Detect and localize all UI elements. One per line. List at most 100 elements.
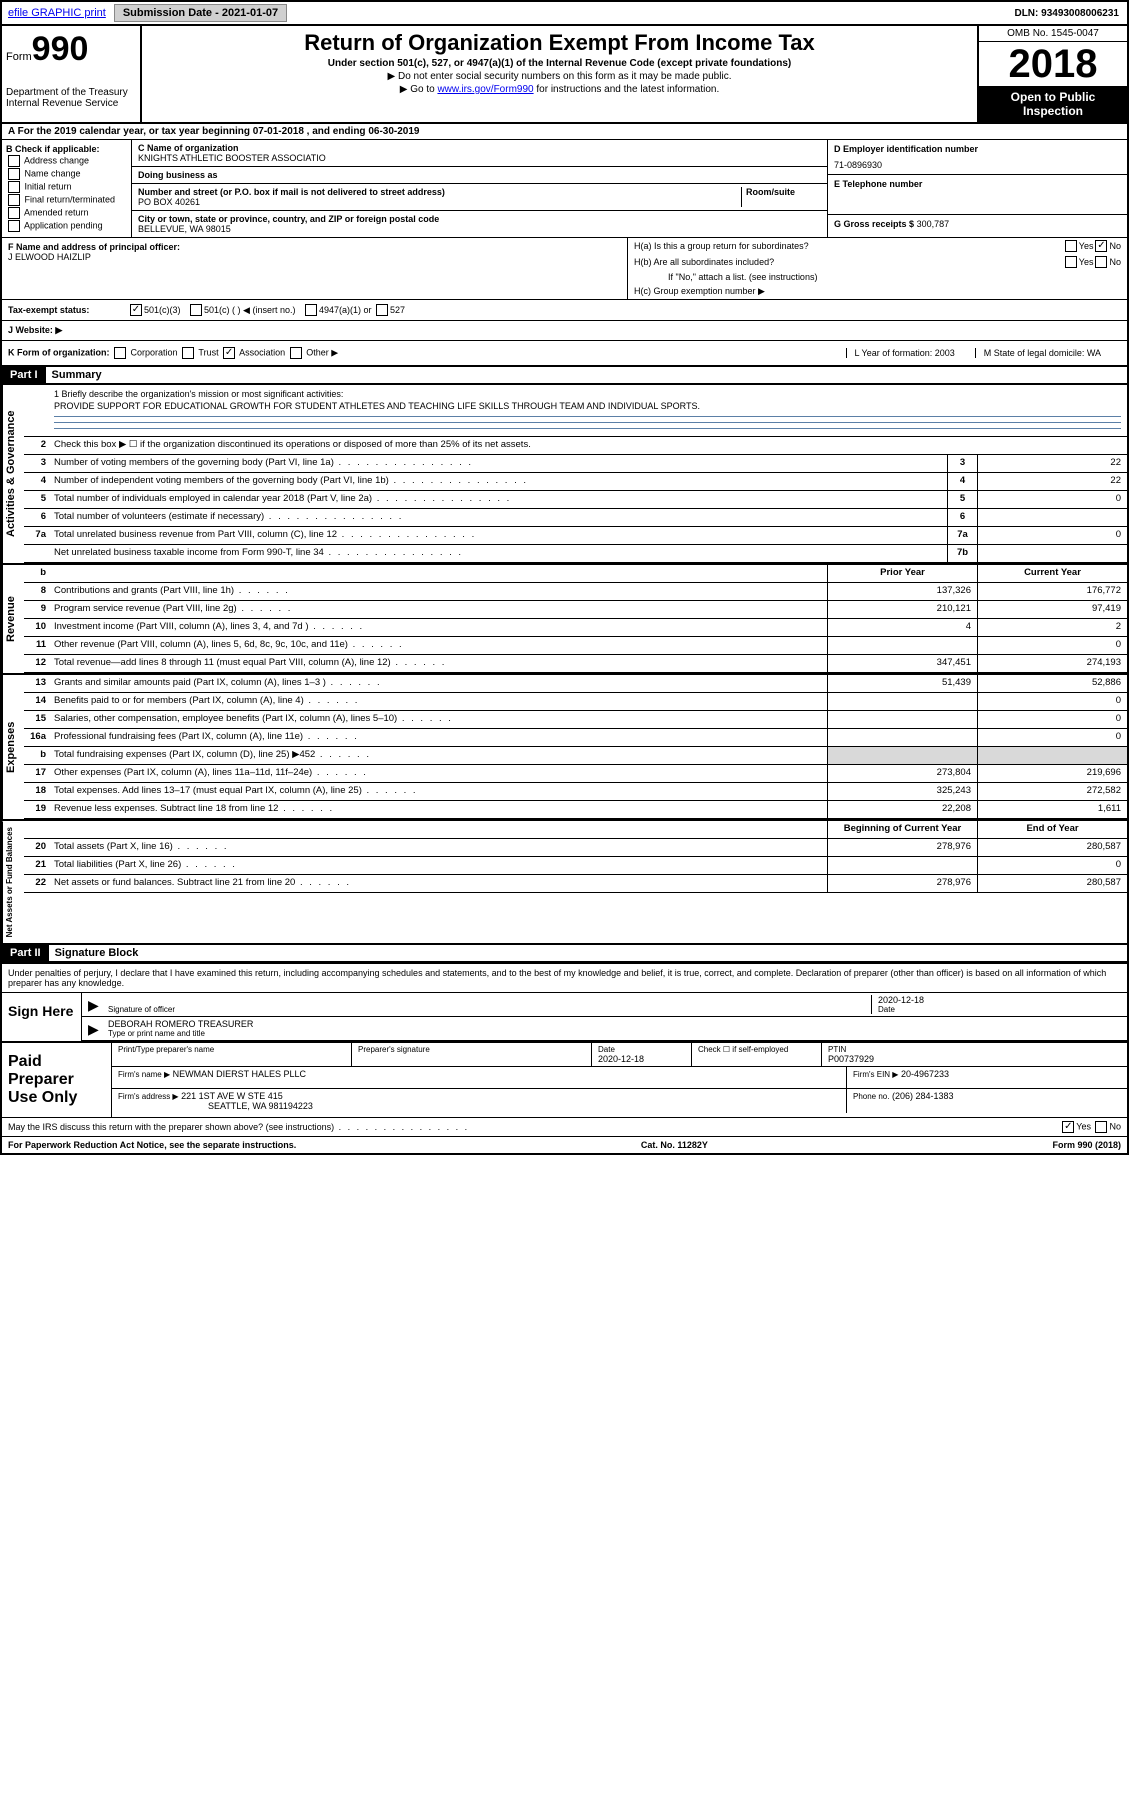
org-city: BELLEVUE, WA 98015 [138, 224, 821, 234]
mission-block: 1 Briefly describe the organization's mi… [24, 385, 1127, 437]
i-label: Tax-exempt status: [8, 305, 128, 315]
org-address: PO BOX 40261 [138, 197, 741, 207]
chk-label-5: Application pending [24, 220, 103, 230]
paid-preparer-block: Paid Preparer Use Only Print/Type prepar… [2, 1041, 1127, 1117]
chk-initial-return[interactable] [8, 181, 20, 193]
row-k: K Form of organization: Corporation Trus… [2, 341, 1127, 367]
rev-line-12: 12 Total revenue—add lines 8 through 11 … [24, 655, 1127, 673]
chk-amended[interactable] [8, 207, 20, 219]
gov-line-5: 5 Total number of individuals employed i… [24, 491, 1127, 509]
exp-line-18: 18 Total expenses. Add lines 13–17 (must… [24, 783, 1127, 801]
form-container: Form990 Department of the Treasury Inter… [0, 26, 1129, 1155]
q2-label: Check this box ▶ ☐ if the organization d… [50, 437, 1127, 454]
chk-527[interactable] [376, 304, 388, 316]
chk-name-change[interactable] [8, 168, 20, 180]
discuss-yes[interactable]: ✓ [1062, 1121, 1074, 1133]
department-label: Department of the Treasury Internal Reve… [6, 87, 136, 109]
chk-final-return[interactable] [8, 194, 20, 206]
hb-yes[interactable] [1065, 256, 1077, 268]
rev-line-8: 8 Contributions and grants (Part VIII, l… [24, 583, 1127, 601]
gov-line-4: 4 Number of independent voting members o… [24, 473, 1127, 491]
part1-header-row: Part I Summary [2, 367, 1127, 385]
chk-address-change[interactable] [8, 155, 20, 167]
prior-year-header: Prior Year [827, 565, 977, 582]
exp-line-15: 15 Salaries, other compensation, employe… [24, 711, 1127, 729]
city-label: City or town, state or province, country… [138, 214, 821, 224]
header-right: OMB No. 1545-0047 2018 Open to Public In… [977, 26, 1127, 122]
gross-label: G Gross receipts $ [834, 219, 914, 229]
m-state: M State of legal domicile: WA [975, 348, 1101, 358]
chk-501c3[interactable]: ✓ [130, 304, 142, 316]
exp-line-13: 13 Grants and similar amounts paid (Part… [24, 675, 1127, 693]
l-year: L Year of formation: 2003 [846, 348, 955, 358]
open-public-badge: Open to Public Inspection [979, 86, 1127, 122]
ein-label: D Employer identification number [834, 144, 1121, 154]
b-checkboxes: B Check if applicable: Address change Na… [2, 140, 132, 237]
h-section: H(a) Is this a group return for subordin… [627, 238, 1127, 299]
header-left: Form990 Department of the Treasury Inter… [2, 26, 142, 122]
form-subtitle: Under section 501(c), 527, or 4947(a)(1)… [146, 58, 973, 69]
exp-line-14: 14 Benefits paid to or for members (Part… [24, 693, 1127, 711]
activities-section: Activities & Governance 1 Briefly descri… [2, 385, 1127, 563]
addr-label: Number and street (or P.O. box if mail i… [138, 187, 741, 197]
phone-value: (206) 284-1383 [892, 1091, 954, 1101]
page-footer: For Paperwork Reduction Act Notice, see … [2, 1136, 1127, 1153]
part2-title: Signature Block [49, 945, 145, 961]
rev-line-10: 10 Investment income (Part VIII, column … [24, 619, 1127, 637]
chk-501c[interactable] [190, 304, 202, 316]
firm-ein-label: Firm's EIN ▶ [853, 1070, 898, 1079]
chk-4947[interactable] [305, 304, 317, 316]
sig-date: 2020-12-18 [878, 995, 1121, 1005]
prep-date: 2020-12-18 [598, 1054, 685, 1064]
ein-value: 71-0896930 [834, 160, 1121, 170]
irs-link[interactable]: www.irs.gov/Form990 [437, 84, 533, 95]
org-name: KNIGHTS ATHLETIC BOOSTER ASSOCIATIO [138, 153, 821, 163]
exp-line-19: 19 Revenue less expenses. Subtract line … [24, 801, 1127, 819]
ha-no[interactable]: ✓ [1095, 240, 1107, 252]
b-middle: C Name of organization KNIGHTS ATHLETIC … [132, 140, 827, 237]
chk-assoc[interactable]: ✓ [223, 347, 235, 359]
gov-line-3: 3 Number of voting members of the govern… [24, 455, 1127, 473]
ptin-value: P00737929 [828, 1054, 1121, 1064]
date-label: Date [878, 1005, 1121, 1014]
dba-label: Doing business as [138, 170, 218, 180]
net-line-20: 20 Total assets (Part X, line 16) 278,97… [24, 839, 1127, 857]
hb-note: If "No," attach a list. (see instruction… [628, 270, 1127, 284]
officer-name-label: Type or print name and title [108, 1029, 1121, 1038]
discuss-no[interactable] [1095, 1121, 1107, 1133]
chk-app-pending[interactable] [8, 220, 20, 232]
tel-label: E Telephone number [834, 179, 1121, 189]
mission-text: PROVIDE SUPPORT FOR EDUCATIONAL GROWTH F… [54, 401, 1121, 411]
phone-label: Phone no. [853, 1092, 889, 1101]
ha-yes[interactable] [1065, 240, 1077, 252]
chk-trust[interactable] [182, 347, 194, 359]
form-note-2: ▶ Go to www.irs.gov/Form990 for instruct… [146, 84, 973, 95]
gross-value: 300,787 [917, 219, 950, 229]
gov-line-6: 6 Total number of volunteers (estimate i… [24, 509, 1127, 527]
q1-label: 1 Briefly describe the organization's mi… [54, 389, 1121, 399]
prep-name-label: Print/Type preparer's name [118, 1045, 345, 1054]
chk-other[interactable] [290, 347, 302, 359]
efile-link[interactable]: efile GRAPHIC print [2, 5, 112, 21]
net-line-21: 21 Total liabilities (Part X, line 26) 0 [24, 857, 1127, 875]
row-j-website: J Website: ▶ [2, 321, 1127, 341]
form-note-1: ▶ Do not enter social security numbers o… [146, 71, 973, 82]
revenue-section: Revenue b Prior Year Current Year 8 Cont… [2, 563, 1127, 673]
goto-suffix: for instructions and the latest informat… [534, 84, 720, 95]
opt-trust: Trust [198, 347, 218, 357]
row-a-tax-year: A For the 2019 calendar year, or tax yea… [2, 124, 1127, 140]
hb-no[interactable] [1095, 256, 1107, 268]
end-year-header: End of Year [977, 821, 1127, 838]
ha-label: H(a) Is this a group return for subordin… [634, 241, 1063, 251]
rev-line-9: 9 Program service revenue (Part VIII, li… [24, 601, 1127, 619]
chk-corp[interactable] [114, 347, 126, 359]
submission-date-button[interactable]: Submission Date - 2021-01-07 [114, 4, 287, 22]
side-netassets: Net Assets or Fund Balances [2, 821, 24, 943]
ptin-label: PTIN [828, 1045, 1121, 1054]
k-label: K Form of organization: [8, 347, 110, 357]
f-label: F Name and address of principal officer: [8, 242, 621, 252]
form-header: Form990 Department of the Treasury Inter… [2, 26, 1127, 124]
room-label: Room/suite [746, 187, 821, 197]
hb-label: H(b) Are all subordinates included? [634, 257, 1063, 267]
signature-block: Under penalties of perjury, I declare th… [2, 963, 1127, 1136]
